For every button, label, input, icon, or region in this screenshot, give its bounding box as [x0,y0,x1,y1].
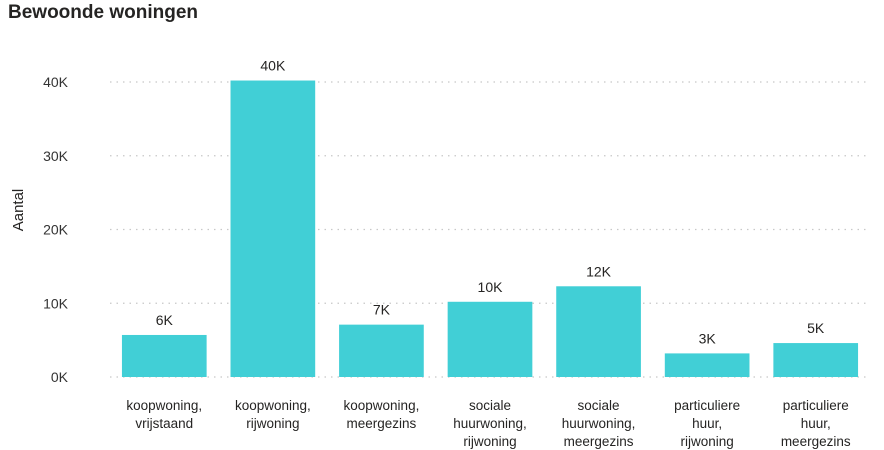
x-tick-label: huurwoning, [453,416,527,431]
y-tick-label: 10K [43,295,69,311]
x-tick-label: huur, [692,416,722,431]
y-tick-label: 30K [43,148,69,164]
x-tick-label: koopwoning, [235,398,311,413]
bar [339,324,424,377]
x-tick-label: koopwoning, [344,398,420,413]
bar [230,80,316,378]
data-label: 40K [260,58,286,74]
x-tick-label: rijwoning [246,416,299,431]
x-tick-label: rijwoning [681,434,734,449]
y-tick-label: 20K [43,222,69,238]
x-tick-label: meergezins [781,434,851,449]
data-label: 3K [699,330,717,346]
x-tick-label: particuliere [783,398,849,413]
x-tick-label: vrijstaand [135,416,193,431]
data-label: 5K [807,320,825,336]
chart-title: Bewoonde woningen [8,2,198,23]
y-axis-title: Aantal [10,189,27,232]
x-tick-label: sociale [469,398,511,413]
y-tick-label: 0K [51,369,69,385]
x-tick-label: huurwoning, [562,416,636,431]
x-tick-label: meergezins [347,416,417,431]
x-tick-label: meergezins [564,434,634,449]
x-tick-label: huur, [801,416,831,431]
data-label: 7K [373,302,391,318]
data-label: 6K [156,312,174,328]
x-tick-label: sociale [578,398,620,413]
bar [447,301,533,377]
bar [773,343,859,377]
x-tick-label: particuliere [674,398,740,413]
bar [664,353,750,377]
bar [121,334,207,377]
x-tick-label: rijwoning [463,434,516,449]
bar [556,286,641,377]
x-tick-label: koopwoning, [126,398,202,413]
data-label: 10K [478,279,504,295]
data-label: 12K [586,263,612,279]
y-tick-label: 40K [43,74,69,90]
